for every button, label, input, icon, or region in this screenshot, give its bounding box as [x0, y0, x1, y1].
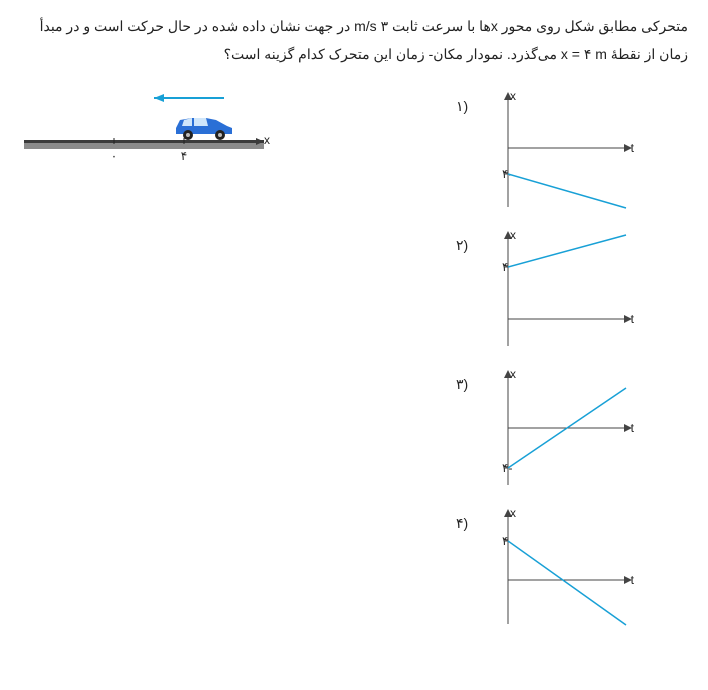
y-axis-label: x	[510, 506, 516, 520]
ground-line	[24, 140, 264, 143]
tick-label-4: ۴	[181, 149, 187, 163]
t-axis-label: t	[631, 573, 635, 587]
t-axis-label: t	[631, 421, 635, 435]
diagram-svg: ۰ ۴ x	[24, 88, 274, 178]
t-axis-label: t	[631, 141, 635, 155]
option-row-1: (۱ x t -۴	[450, 88, 690, 213]
graph-line	[508, 541, 626, 625]
question-line1: متحرکی مطابق شکل روی محور xها با سرعت ثا…	[40, 18, 688, 34]
y-axis-label: x	[510, 228, 516, 242]
y-axis-label: x	[510, 89, 516, 103]
car-icon	[176, 118, 232, 140]
y-tick-label: ۴	[502, 260, 508, 274]
y-tick-label: -۴	[502, 167, 512, 181]
option-graph-1: x t -۴	[476, 88, 636, 213]
x-axis-label: x	[264, 133, 270, 147]
direction-arrow-head	[154, 94, 164, 102]
option-label-4: (۴	[456, 515, 476, 532]
option-label-1: (۱	[456, 98, 476, 115]
option-label-2: (۲	[456, 237, 476, 254]
y-tick-label: -۴	[502, 461, 512, 475]
option-label-3: (۳	[456, 376, 476, 393]
ground-fill	[24, 143, 264, 149]
question-line2: زمان از نقطهٔ x = ۴ m می‌گذرد. نمودار مک…	[224, 46, 688, 62]
option-graph-2: x t ۴	[476, 227, 636, 352]
option-graph-3: x t -۴	[476, 366, 636, 491]
option-row-2: (۲ x t ۴	[450, 227, 690, 352]
option-graph-4: x t ۴	[476, 505, 636, 630]
y-axis-label: x	[510, 367, 516, 381]
main-diagram: ۰ ۴ x	[24, 88, 274, 178]
option-row-4: (۴ x t ۴	[450, 505, 690, 630]
option-row-3: (۳ x t -۴	[450, 366, 690, 491]
tick-label-0: ۰	[111, 149, 117, 163]
graph-line	[508, 235, 626, 267]
question-text: متحرکی مطابق شکل روی محور xها با سرعت ثا…	[20, 12, 688, 68]
y-tick-label: ۴	[502, 534, 508, 548]
options-column: (۱ x t -۴ (۲ x t ۴ (۳ x t -۴ (۴ x t ۴	[450, 88, 690, 644]
t-axis-label: t	[631, 312, 635, 326]
graph-line	[508, 174, 626, 208]
